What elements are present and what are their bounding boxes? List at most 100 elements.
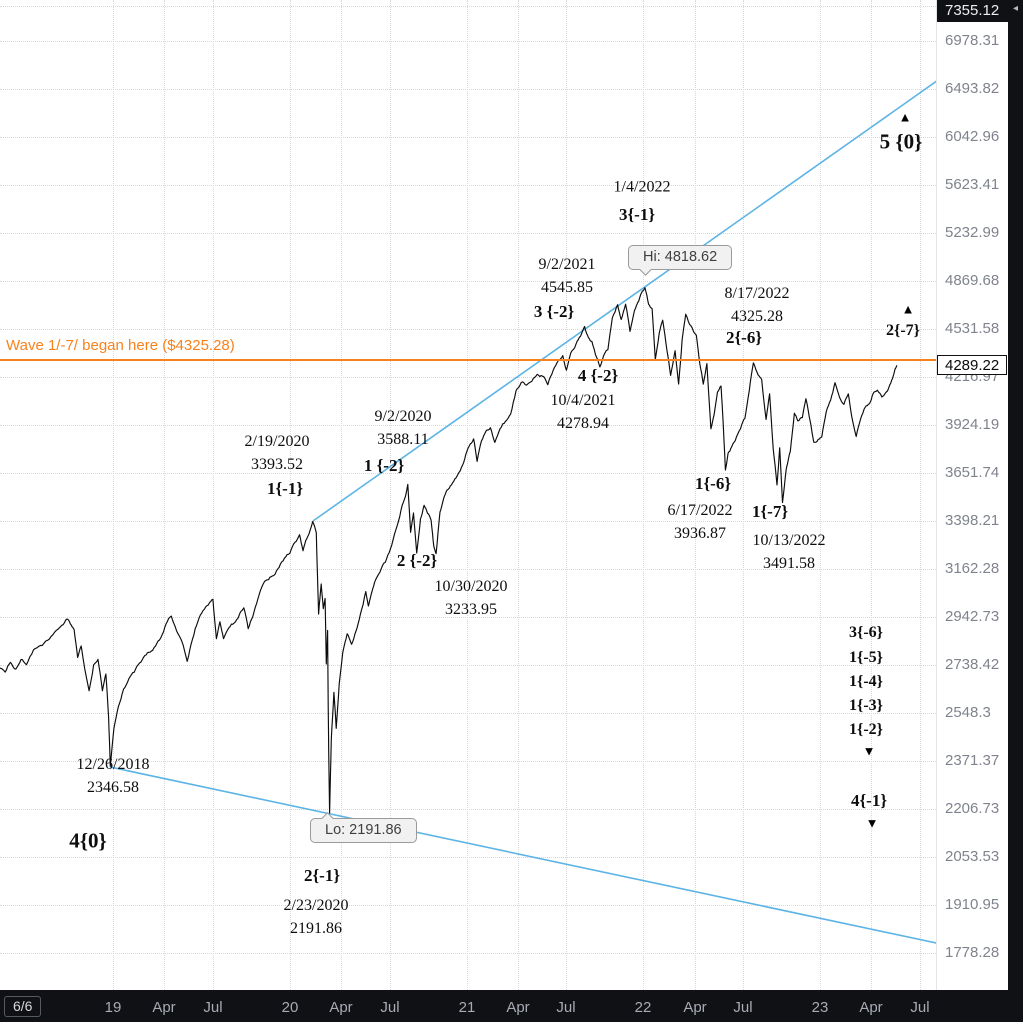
wave-label[interactable]: 2{-1} bbox=[303, 866, 341, 885]
current-price-label: 4289.22 bbox=[937, 355, 1007, 375]
wave-label[interactable]: 3 {-2} bbox=[533, 302, 575, 321]
wave-label[interactable]: 1{-1} bbox=[266, 479, 304, 498]
pivot-date-label[interactable]: 10/13/2022 3491.58 bbox=[752, 532, 826, 572]
pivot-date-label[interactable]: 8/17/2022 4325.28 bbox=[724, 285, 790, 325]
h-gridline bbox=[0, 329, 936, 330]
v-gridline bbox=[695, 0, 696, 990]
wave-horizontal-line[interactable] bbox=[0, 359, 936, 361]
h-gridline bbox=[0, 809, 936, 810]
h-gridline bbox=[0, 473, 936, 474]
v-gridline bbox=[920, 0, 921, 990]
h-gridline bbox=[0, 713, 936, 714]
lower-trendline[interactable] bbox=[109, 766, 936, 944]
pivot-date-label[interactable]: 2/19/2020 3393.52 bbox=[244, 433, 310, 473]
wave-label[interactable]: 1{-6} bbox=[694, 474, 732, 493]
price-tick-label: 3651.74 bbox=[945, 464, 1000, 481]
time-tick-label: Jul bbox=[733, 999, 753, 1016]
wave-label[interactable]: 4{0} bbox=[69, 828, 107, 853]
wave-label[interactable]: 4{-1} bbox=[850, 791, 888, 810]
wave-label[interactable]: 2{-6} bbox=[725, 328, 763, 347]
v-gridline bbox=[743, 0, 744, 990]
up-arrow-marker[interactable]: ▲ bbox=[901, 301, 915, 317]
price-tick-label: 6493.82 bbox=[945, 80, 1000, 97]
date-range-badge[interactable]: 6/6 bbox=[4, 996, 42, 1017]
down-arrow-marker[interactable]: ▼ bbox=[862, 743, 876, 759]
time-tick-label: Apr bbox=[859, 999, 883, 1016]
wave-label[interactable]: 5 {0} bbox=[879, 129, 923, 154]
price-tick-label: 2738.42 bbox=[945, 656, 1000, 673]
v-gridline bbox=[341, 0, 342, 990]
price-tick-label: 6978.31 bbox=[945, 32, 1000, 49]
h-gridline bbox=[0, 761, 936, 762]
v-gridline bbox=[213, 0, 214, 990]
v-gridline bbox=[566, 0, 567, 990]
h-gridline bbox=[0, 89, 936, 90]
h-gridline bbox=[0, 857, 936, 858]
wave-label[interactable]: 2 {-2} bbox=[396, 551, 438, 570]
price-tick-label: 1910.95 bbox=[945, 896, 1000, 913]
wave-label[interactable]: 2{-7} bbox=[886, 322, 920, 339]
price-tick-label: 5232.99 bbox=[945, 224, 1000, 241]
h-gridline bbox=[0, 233, 936, 234]
right-toolbar-strip: ◂ bbox=[1008, 0, 1023, 1022]
pivot-date-label[interactable]: 9/2/2020 3588.11 bbox=[374, 408, 432, 448]
upper-trendline[interactable] bbox=[312, 78, 936, 522]
time-axis[interactable]: 6/6 19 Apr Jul 20 Apr Jul 21 Apr Jul 22 Apr Jul 23 Ap… bbox=[0, 990, 1008, 1022]
time-tick-label: 22 bbox=[634, 999, 652, 1016]
pivot-date-label[interactable]: 2/23/2020 2191.86 bbox=[283, 897, 349, 937]
price-tick-label: 6042.96 bbox=[945, 128, 1000, 145]
up-arrow-marker[interactable]: ▲ bbox=[898, 109, 912, 125]
price-tick-label: 2942.73 bbox=[945, 608, 1000, 625]
high-price-callout[interactable]: Hi: 4818.62 bbox=[628, 245, 733, 270]
chart-pane[interactable]: Wave 1/-7/ began here ($4325.28) 4{0} 1{-… bbox=[0, 0, 936, 990]
low-price-callout[interactable]: Lo: 2191.86 bbox=[310, 818, 417, 843]
pivot-date-label[interactable]: 1/4/2022 bbox=[613, 178, 671, 196]
h-gridline bbox=[0, 377, 936, 378]
time-tick-label: Apr bbox=[506, 999, 530, 1016]
annotations-layer: 4{0} 1{-1} 2{-1} 1 {-2} 2 {-2} 3 {-2} 4 {-2} 3{… bbox=[0, 0, 936, 990]
time-tick-label: Apr bbox=[152, 999, 176, 1016]
price-tick-label: 2053.53 bbox=[945, 848, 1000, 865]
wave-label[interactable]: 1{-3} bbox=[849, 697, 883, 714]
axis-top-price-badge: 7355.12 bbox=[937, 0, 1009, 22]
time-tick-label: Apr bbox=[683, 999, 707, 1016]
v-gridline bbox=[164, 0, 165, 990]
h-gridline bbox=[0, 425, 936, 426]
wave-horizontal-line-label[interactable]: Wave 1/-7/ began here ($4325.28) bbox=[6, 337, 235, 354]
down-arrow-marker[interactable]: ▼ bbox=[865, 815, 879, 831]
h-gridline bbox=[0, 281, 936, 282]
wave-label[interactable]: 3{-1} bbox=[618, 205, 656, 224]
h-gridline bbox=[0, 6, 936, 7]
time-tick-label: 21 bbox=[458, 999, 476, 1016]
price-tick-label: 5623.41 bbox=[945, 176, 1000, 193]
v-gridline bbox=[290, 0, 291, 990]
wave-label[interactable]: 1{-4} bbox=[849, 673, 883, 690]
v-gridline bbox=[467, 0, 468, 990]
wave-label[interactable]: 1 {-2} bbox=[363, 456, 405, 475]
plot-svg bbox=[0, 78, 936, 944]
pivot-date-label[interactable]: 12/26/2018 2346.58 bbox=[76, 756, 150, 796]
pivot-date-label[interactable]: 10/30/2020 3233.95 bbox=[434, 578, 508, 618]
time-tick-label: 19 bbox=[104, 999, 122, 1016]
price-axis[interactable]: 7355.12 6978.31 6493.82 6042.96 5623.41 5232.… bbox=[936, 0, 1009, 990]
h-gridline bbox=[0, 665, 936, 666]
price-tick-label: 4531.58 bbox=[945, 320, 1000, 337]
wave-label[interactable]: 1{-7} bbox=[751, 502, 789, 521]
price-tick-label: 2371.37 bbox=[945, 752, 1000, 769]
v-gridline bbox=[518, 0, 519, 990]
collapse-panel-chevron-icon[interactable]: ◂ bbox=[1012, 3, 1019, 14]
h-gridline bbox=[0, 569, 936, 570]
price-line-series[interactable] bbox=[0, 287, 898, 814]
v-gridline bbox=[390, 0, 391, 990]
wave-label[interactable]: 4 {-2} bbox=[577, 366, 619, 385]
wave-label[interactable]: 3{-6} bbox=[849, 624, 883, 641]
pivot-date-label[interactable]: 6/17/2022 3936.87 bbox=[667, 502, 733, 542]
pivot-date-label[interactable]: 9/2/2021 4545.85 bbox=[538, 256, 596, 296]
wave-label[interactable]: 1{-5} bbox=[849, 649, 883, 666]
wave-label[interactable]: 1{-2} bbox=[849, 721, 883, 738]
time-tick-label: 20 bbox=[281, 999, 299, 1016]
h-gridline bbox=[0, 521, 936, 522]
pivot-date-label[interactable]: 10/4/2021 4278.94 bbox=[550, 392, 616, 432]
h-gridline bbox=[0, 905, 936, 906]
price-tick-label: 1778.28 bbox=[945, 944, 1000, 961]
